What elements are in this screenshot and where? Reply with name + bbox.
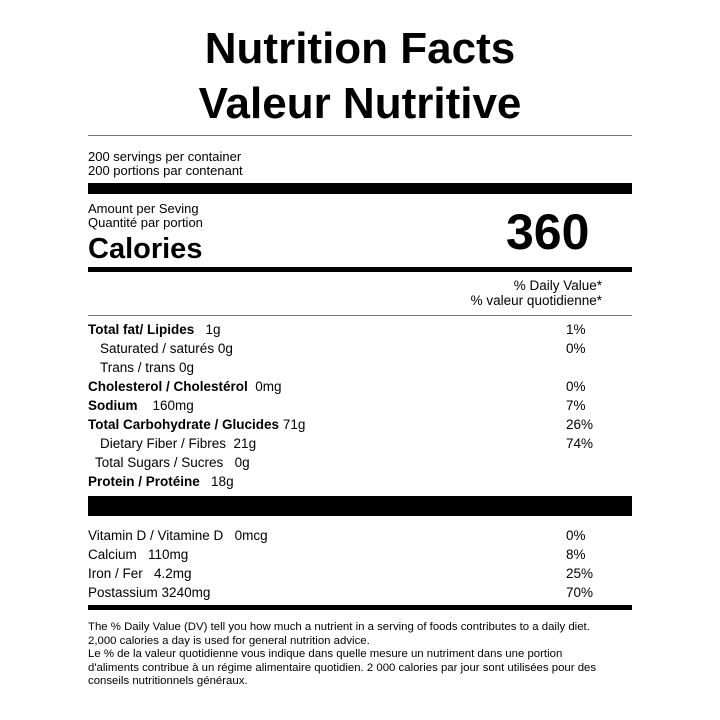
footnote-line-4: d'aliments contribue à un régime aliment… [88,661,597,674]
carbohydrate-amount: 71g [282,417,306,432]
title-french: Valeur Nutritive [198,79,522,128]
daily-value-header-french: % valeur quotidienne* [470,293,602,308]
total-fat-label: Total fat/ Lipides 1g [88,322,221,338]
calories-value: 360 [506,204,590,260]
total-fat-amount: 1g [205,322,221,337]
carbohydrate-label: Total Carbohydrate / Glucides 71g [88,417,305,433]
amount-per-serving-french: Quantité par portion [88,215,203,230]
calcium-dv: 8% [566,547,586,562]
potassium-dv: 70% [566,585,594,600]
bottom-bar [88,605,632,610]
sodium-label: Sodium 160mg [88,398,194,414]
potassium-amount: 3240mg [161,585,211,600]
footnote-line-1: The % Daily Value (DV) tell you how much… [88,621,590,633]
iron-amount: 4.2mg [154,566,192,581]
protein-amount: 18g [211,474,234,489]
sodium-name: Sodium [88,398,138,413]
vitamin-d-name: Vitamin D / Vitamine D [88,528,224,543]
servings-french: 200 portions par contenant [88,163,243,178]
cholesterol-amount: 0mg [255,379,282,394]
title-english: Nutrition Facts [204,24,516,73]
fiber-label: Dietary Fiber / Fibres 21g [100,436,256,452]
cholesterol-dv: 0% [566,379,586,394]
total-fat-name: Total fat/ Lipides [88,322,195,337]
total-fat-dv: 1% [566,322,586,337]
calories-label: Calories [88,233,203,265]
potassium-name: Postassium [88,585,158,600]
sodium-amount: 160mg [152,398,194,413]
trans-fat-label: Trans / trans 0g [100,360,195,375]
footnote-line-5: conseils nutritionnels généraux. [88,675,248,688]
iron-name: Iron / Fer [88,566,143,581]
sugars-label: Total Sugars / Sucres 0g [95,455,250,471]
fiber-dv: 74% [566,436,594,451]
calories-bar [88,267,632,272]
footnote-line-2: 2,000 calories a day is used for general… [88,634,370,647]
sodium-dv: 7% [566,398,586,413]
servings-english: 200 servings per container [88,149,242,164]
cholesterol-name: Cholesterol / Cholestérol [88,379,248,394]
sugars-name: Total Sugars / Sucres [95,455,224,470]
protein-name: Protein / Protéine [88,474,200,489]
nutrients-thick-bar [88,496,632,516]
amount-per-serving-english: Amount per Seving [88,201,199,216]
footnote-line-3: Le % de la valeur quotidienne vous indiq… [88,648,563,661]
saturated-fat-label: Saturated / saturés 0g [100,341,233,356]
carbohydrate-dv: 26% [566,417,594,432]
vitamin-d-amount: 0mcg [234,528,268,543]
protein-label: Protein / Protéine 18g [88,474,234,490]
carbohydrate-name: Total Carbohydrate / Glucides [88,417,280,432]
vitamin-d-label: Vitamin D / Vitamine D 0mcg [88,528,268,544]
saturated-fat-dv: 0% [566,341,586,356]
iron-label: Iron / Fer 4.2mg [88,566,192,582]
fiber-amount: 21g [233,436,257,451]
calcium-amount: 110mg [148,547,189,562]
top-divider [88,135,632,136]
potassium-label: Postassium 3240mg [88,585,210,601]
servings-thick-bar [88,183,632,194]
vitamin-d-dv: 0% [566,528,586,543]
daily-value-header-english: % Daily Value* [513,278,602,293]
dv-divider [88,315,632,316]
fiber-name: Dietary Fiber / Fibres [100,436,227,451]
cholesterol-label: Cholesterol / Cholestérol 0mg [88,379,282,395]
calcium-name: Calcium [88,547,137,562]
footnote: The % Daily Value (DV) tell you how much… [88,621,648,689]
sugars-amount: 0g [234,455,250,470]
iron-dv: 25% [566,566,594,581]
calcium-label: Calcium 110mg [88,547,188,563]
